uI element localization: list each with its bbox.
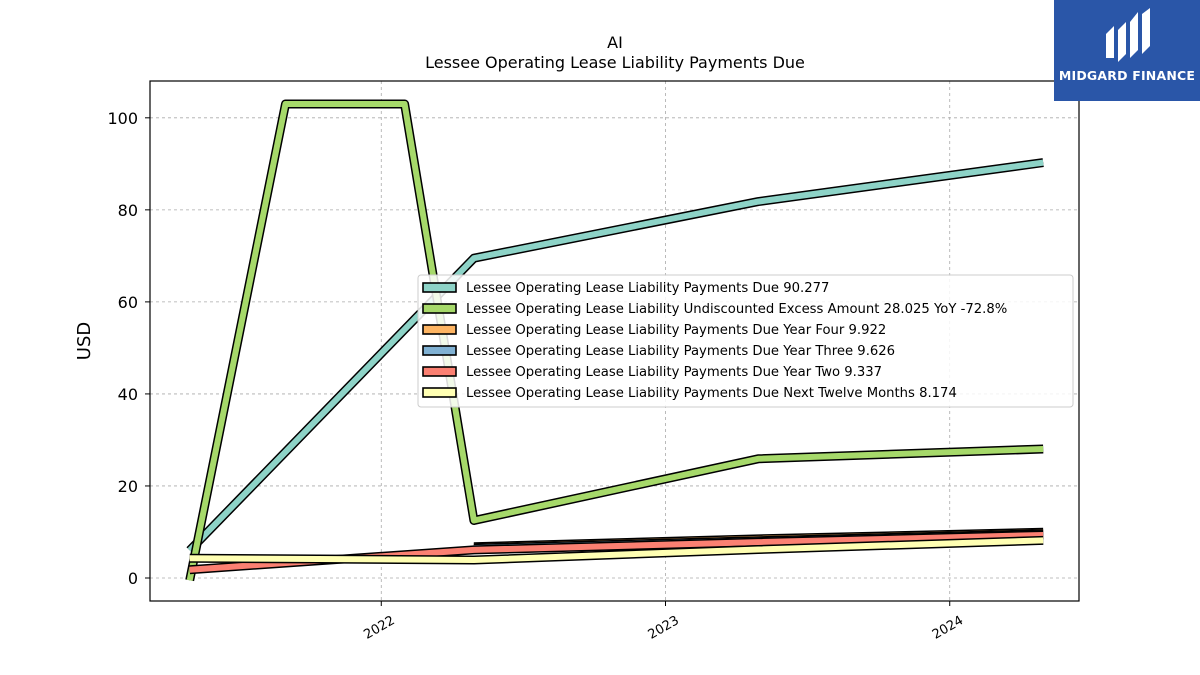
legend-swatch xyxy=(422,282,457,293)
y-tick-label: 100 xyxy=(107,109,138,128)
x-tick-label: 2022 xyxy=(361,613,397,643)
legend: Lessee Operating Lease Liability Payment… xyxy=(417,274,1074,408)
legend-label: Lessee Operating Lease Liability Payment… xyxy=(466,281,829,296)
x-tick-label: 2023 xyxy=(646,613,682,643)
legend-swatch xyxy=(422,345,457,356)
legend-swatch xyxy=(422,303,457,314)
series-line xyxy=(189,537,1044,563)
y-tick-label: 0 xyxy=(128,569,138,588)
series-line xyxy=(187,159,1044,553)
legend-swatch xyxy=(422,324,457,335)
y-tick-label: 80 xyxy=(118,201,138,220)
brand-logo: MIDGARD FINANCE xyxy=(1054,0,1200,101)
chart-subtitle: Lessee Operating Lease Liability Payment… xyxy=(425,53,805,72)
legend-label: Lessee Operating Lease Liability Payment… xyxy=(466,365,882,380)
midgard-logo-icon xyxy=(1106,8,1150,62)
plot-frame xyxy=(149,80,1080,602)
legend-label: Lessee Operating Lease Liability Payment… xyxy=(466,344,895,359)
chart-title: AI xyxy=(607,33,623,52)
legend-swatch xyxy=(422,387,457,398)
y-tick-label: 40 xyxy=(118,385,138,404)
legend-swatch xyxy=(422,366,457,377)
x-tick-label: 2024 xyxy=(930,613,966,643)
y-axis-label: USD xyxy=(74,322,95,360)
y-axis: 0 20 40 60 80 100 xyxy=(107,109,150,588)
y-tick-label: 60 xyxy=(118,293,138,312)
brand-name: MIDGARD FINANCE xyxy=(1058,68,1196,83)
legend-frame xyxy=(417,274,1074,408)
legend-label: Lessee Operating Lease Liability Payment… xyxy=(466,386,957,401)
x-axis: 2022 2023 2024 xyxy=(361,601,966,643)
y-tick-label: 20 xyxy=(118,477,138,496)
legend-label: Lessee Operating Lease Liability Payment… xyxy=(466,323,886,338)
series-layer xyxy=(185,99,1044,582)
legend-label: Lessee Operating Lease Liability Undisco… xyxy=(466,302,1007,317)
